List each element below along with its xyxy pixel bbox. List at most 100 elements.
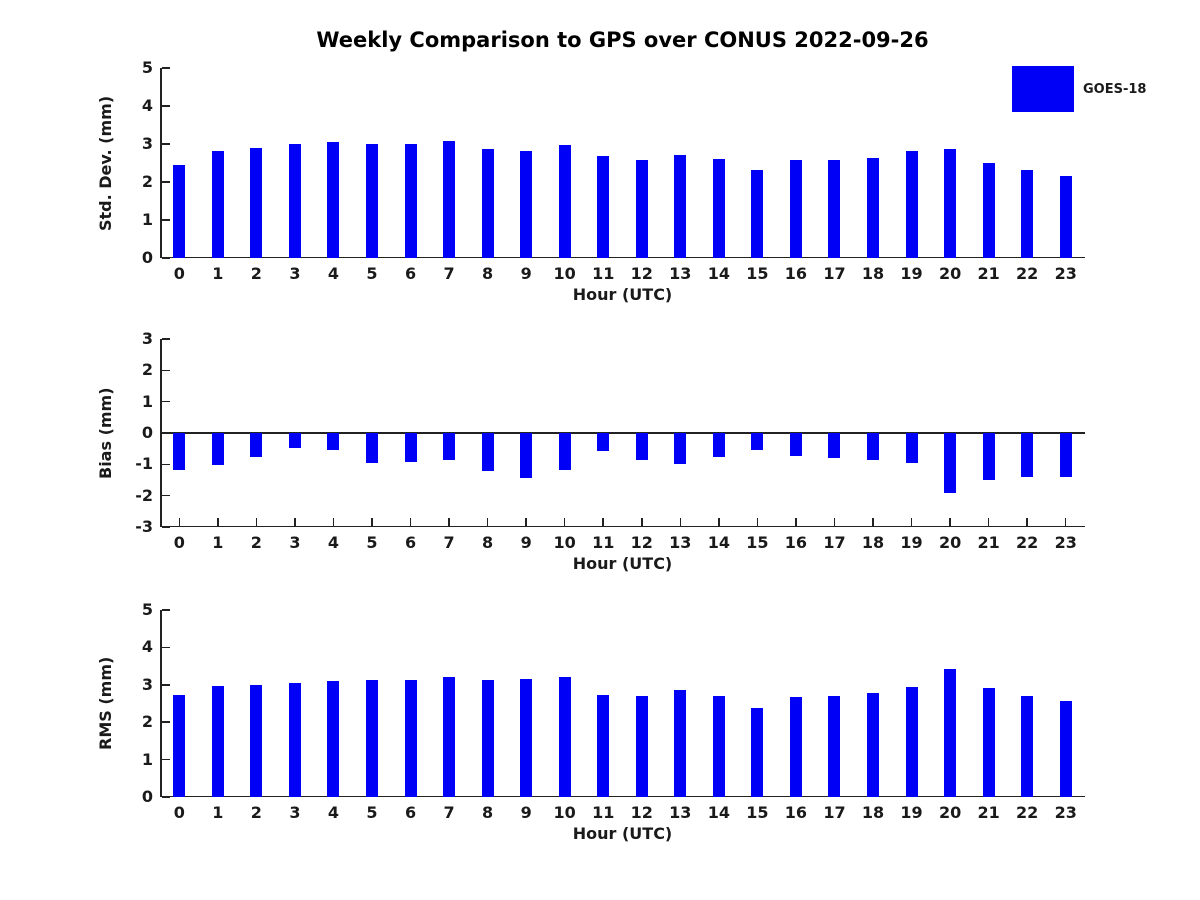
x-tick	[987, 517, 990, 526]
rms-bar-hour-13	[674, 690, 687, 797]
x-tick-label: 7	[443, 803, 455, 822]
y-tick	[161, 796, 170, 798]
x-tick-label: 3	[289, 533, 301, 552]
bias-subplot: Bias (mm) 3 2 1 0 -1 -2 -3 0 1 2 3 4 5 6 7 8 9 10 11 12 13 14…	[96, 329, 1085, 573]
x-tick-label: 18	[861, 803, 885, 822]
y-tick-label: 3	[141, 674, 153, 694]
x-tick	[1064, 517, 1067, 526]
y-tick-label: 0	[141, 787, 153, 806]
x-tick-label: 19	[900, 533, 923, 552]
x-tick-label: 4	[327, 533, 339, 552]
x-tick	[178, 517, 181, 526]
bias-bar-hour-13	[674, 433, 687, 464]
x-tick	[602, 517, 604, 526]
bias-bar-hour-2	[250, 433, 263, 458]
x-tick-label: 21	[977, 803, 1000, 822]
rms-bar-hour-19	[905, 686, 918, 797]
y-tick-label: -3	[135, 517, 153, 536]
std-dev-bar-hour-11	[597, 156, 610, 258]
rms-bar-hour-23	[1059, 700, 1072, 797]
bias-bar-hour-23	[1059, 433, 1072, 478]
x-tick-label: 9	[520, 803, 532, 822]
std-dev-bar-hour-1	[211, 150, 224, 258]
x-tick-label: 23	[1054, 803, 1077, 822]
rms-bar-hour-7	[443, 677, 456, 797]
x-tick-label: 4	[327, 264, 339, 283]
x-tick-label: 20	[938, 803, 962, 822]
x-tick-label: 2	[250, 533, 262, 552]
x-tick	[217, 517, 219, 526]
bias-bar-hour-4	[327, 433, 340, 450]
y-tick	[161, 758, 170, 761]
x-tick	[371, 517, 373, 526]
x-tick-label: 2	[250, 803, 262, 822]
x-tick-label: 3	[289, 803, 301, 822]
legend-label: GOES-18	[1083, 81, 1147, 97]
bias-bar-hour-6	[404, 433, 417, 463]
std-dev-bar-hour-18	[867, 157, 880, 258]
x-tick-label: 13	[669, 533, 692, 552]
x-tick	[756, 517, 759, 526]
x-tick-label: 16	[784, 803, 808, 822]
x-tick-label: 9	[520, 533, 532, 552]
x-tick-label: 10	[553, 264, 576, 283]
std-dev-bar-hour-6	[404, 143, 417, 258]
y-tick	[161, 67, 170, 69]
std-dev-bar-hour-21	[982, 163, 995, 258]
x-tick-label: 14	[707, 803, 730, 822]
x-tick-label: 7	[443, 264, 455, 283]
y-tick	[161, 369, 170, 372]
x-tick-label: 6	[404, 803, 417, 822]
bias-bar-hour-3	[288, 433, 301, 449]
rms-bar-hour-21	[982, 687, 995, 797]
x-tick	[294, 517, 296, 526]
x-tick-label: 14	[707, 264, 730, 283]
rms-bar-hour-1	[211, 685, 224, 797]
y-tick-label: 4	[141, 637, 153, 657]
bias-bar-hour-5	[365, 433, 378, 464]
y-tick	[161, 181, 170, 183]
x-tick-label: 12	[630, 533, 653, 552]
x-tick-label: 1	[212, 264, 224, 283]
x-tick-label: 1	[212, 803, 224, 822]
std-dev-bar-hour-12	[635, 159, 648, 258]
x-tick-label: 11	[592, 803, 615, 822]
x-tick	[641, 517, 643, 526]
x-tick	[525, 517, 527, 526]
x-tick-label: 4	[327, 803, 339, 822]
y-tick-label: 2	[141, 712, 153, 732]
x-tick-label: 22	[1016, 533, 1039, 552]
y-tick	[161, 721, 170, 723]
x-tick-label: 0	[173, 803, 185, 822]
x-tick-label: 9	[520, 264, 532, 283]
y-tick-label: 2	[141, 172, 153, 191]
rms-bar-hour-15	[751, 707, 764, 797]
x-tick-label: 20	[938, 264, 962, 283]
rms-bar-hour-16	[789, 697, 802, 797]
x-tick-label: 23	[1054, 264, 1077, 283]
rms-bar-hour-22	[1021, 695, 1034, 797]
x-tick-label: 3	[289, 264, 301, 283]
y-tick-label: 4	[141, 96, 153, 115]
x-tick	[910, 517, 913, 526]
x-tick-label: 10	[553, 533, 576, 552]
y-tick	[161, 463, 170, 466]
y-tick	[161, 143, 170, 145]
zero-axis-line	[160, 432, 1085, 434]
bias-bar-hour-15	[751, 433, 764, 451]
x-tick-label: 19	[900, 803, 923, 822]
rms-bar-hour-20	[944, 668, 957, 797]
std-dev-bar-hour-19	[905, 150, 918, 258]
rms-plot-area: 0 1 2 3 4 5 0 1 2 3 4 5 6 7 8 9 10 11 12 13 14 15 16 17 18 19 20 21…	[142, 600, 1085, 822]
x-tick	[679, 517, 682, 526]
rms-bar-hour-18	[867, 693, 880, 797]
std-dev-bar-hour-15	[751, 169, 764, 258]
bias-bar-hour-16	[789, 433, 802, 456]
x-tick-label: 6	[404, 533, 417, 552]
rms-bar-hour-9	[520, 678, 533, 797]
figure-title: Weekly Comparison to GPS over CONUS 2022…	[316, 28, 929, 52]
x-tick-label: 5	[366, 264, 378, 283]
bias-bar-hour-18	[867, 433, 880, 461]
y-tick	[161, 105, 170, 107]
